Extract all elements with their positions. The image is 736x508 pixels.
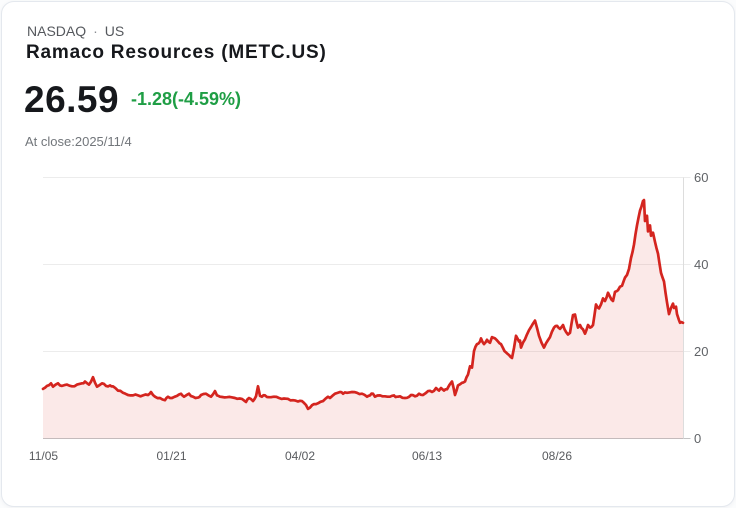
svg-text:08/26: 08/26 [542,449,572,463]
svg-text:20: 20 [694,344,708,359]
svg-text:0: 0 [694,431,701,446]
svg-text:40: 40 [694,257,708,272]
svg-text:04/02: 04/02 [285,449,315,463]
svg-text:11/05: 11/05 [29,449,58,463]
svg-text:01/21: 01/21 [156,449,186,463]
svg-text:60: 60 [694,170,708,185]
svg-text:06/13: 06/13 [412,449,442,463]
